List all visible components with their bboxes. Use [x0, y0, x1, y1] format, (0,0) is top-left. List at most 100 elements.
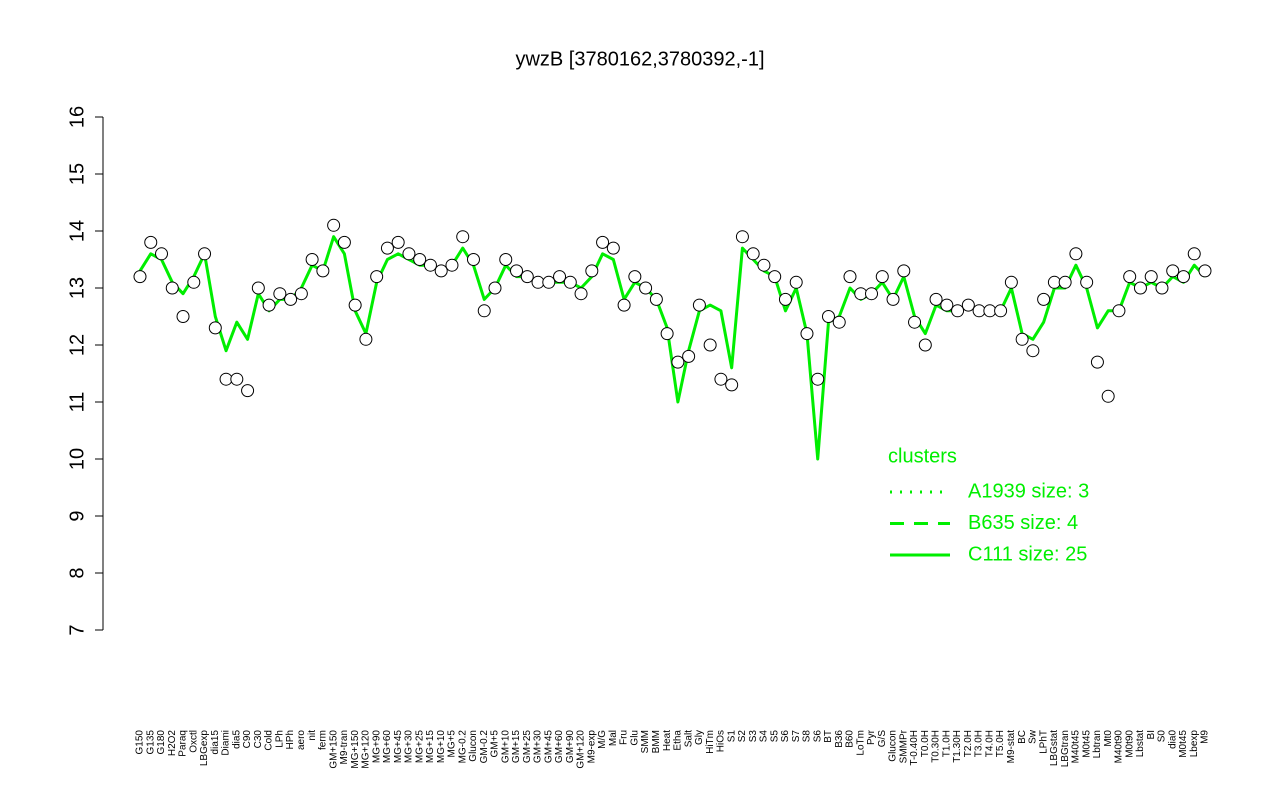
data-point	[423, 258, 437, 272]
data-point	[466, 253, 480, 266]
data-point	[1166, 264, 1180, 278]
data-point	[208, 321, 222, 335]
data-point	[1187, 247, 1201, 261]
data-point	[865, 287, 879, 301]
x-tick-label: Pyr	[866, 729, 877, 745]
x-tick-label: HPh	[285, 730, 296, 749]
data-point	[155, 247, 169, 261]
x-tick-label: Etha	[673, 730, 684, 751]
data-point	[327, 218, 341, 232]
y-tick-label: 11	[66, 392, 88, 413]
data-point	[639, 281, 653, 295]
data-point	[1026, 344, 1040, 358]
x-tick-label: H2O2	[167, 730, 178, 757]
data-point	[951, 304, 965, 318]
x-tick-label: MG+15	[425, 730, 436, 764]
x-tick-label: S5	[769, 730, 780, 743]
x-tick-label: S4	[759, 730, 770, 743]
x-tick-label: ferm	[318, 730, 329, 750]
x-tick-label: MG+45	[393, 730, 404, 764]
data-point	[1069, 247, 1083, 261]
x-tick-label: M9-exp	[586, 730, 597, 764]
data-point	[144, 235, 158, 249]
data-point	[606, 241, 620, 255]
data-point	[316, 264, 330, 278]
data-point	[1058, 275, 1072, 289]
x-tick-label: LBGtran	[1060, 730, 1071, 767]
data-point	[370, 270, 384, 284]
data-point	[918, 338, 932, 352]
x-tick-label: dia5	[231, 730, 242, 749]
legend-title: clusters	[888, 445, 957, 467]
data-point	[821, 310, 835, 323]
data-point	[714, 372, 728, 386]
x-tick-label: LBGstat	[1049, 730, 1060, 766]
data-point	[1080, 275, 1094, 289]
x-tick-label: Glucon	[888, 730, 899, 762]
x-tick-label: B60	[845, 730, 856, 748]
x-tick-label: SMMPr	[898, 729, 909, 763]
x-tick-label: dia15	[210, 730, 221, 755]
data-point	[510, 264, 524, 278]
x-tick-label: Diami	[221, 730, 232, 756]
data-point	[897, 264, 911, 278]
x-tick-label: MG+10	[436, 730, 447, 764]
data-point	[284, 292, 298, 306]
x-tick-label: SMM	[640, 730, 651, 753]
x-tick-label: MG+120	[361, 730, 372, 769]
data-point	[660, 327, 674, 341]
x-tick-label: M9	[1200, 730, 1211, 744]
data-point	[682, 349, 696, 363]
data-point	[1015, 332, 1029, 346]
x-tick-label: MG+25	[414, 730, 425, 764]
data-point	[746, 247, 760, 261]
x-tick-label: S3	[748, 730, 759, 743]
data-point	[628, 270, 642, 284]
x-tick-label: HiTm	[705, 730, 716, 754]
data-point	[456, 230, 470, 244]
data-point	[391, 235, 405, 249]
data-point	[198, 247, 212, 261]
data-point	[940, 298, 954, 312]
x-tick-label: GM+90	[565, 730, 576, 764]
data-point	[133, 270, 147, 284]
y-tick-label: 12	[66, 334, 88, 356]
data-point	[735, 230, 749, 244]
x-tick-label: GM+120	[576, 730, 587, 769]
data-point	[499, 253, 513, 266]
x-tick-label: Lbexp	[1189, 730, 1200, 758]
x-tick-label: S2	[737, 730, 748, 743]
data-point	[1123, 270, 1137, 284]
y-tick-label: 8	[66, 567, 88, 578]
data-point	[553, 270, 567, 284]
x-tick-label: MG+60	[382, 730, 393, 764]
x-tick-label: Glucon	[468, 730, 479, 762]
x-tick-label: G/S	[877, 730, 888, 748]
x-tick-label: M/G	[597, 730, 608, 749]
data-point	[359, 332, 373, 346]
x-tick-label: Cold	[264, 730, 275, 751]
data-point	[789, 275, 803, 289]
x-tick-label: Heat	[662, 730, 673, 751]
x-tick-label: Mal	[608, 730, 619, 746]
y-tick-label: 10	[66, 448, 88, 470]
data-point	[348, 298, 362, 312]
x-tick-label: BMM	[651, 730, 662, 753]
x-tick-label: M40t90	[1114, 730, 1125, 764]
data-point	[187, 275, 201, 289]
data-point	[778, 292, 792, 306]
x-tick-label: HiOs	[716, 730, 727, 752]
data-point	[176, 310, 190, 323]
data-point	[337, 235, 351, 249]
data-point	[273, 287, 287, 301]
data-point	[1144, 270, 1158, 284]
x-tick-label: Sw	[1028, 729, 1039, 744]
x-tick-label: S7	[791, 730, 802, 743]
data-point	[768, 270, 782, 284]
data-point	[1176, 270, 1190, 284]
x-tick-label: GM+150	[328, 730, 339, 769]
x-tick-label: S6	[780, 730, 791, 743]
x-tick-label: T5.0H	[995, 730, 1006, 757]
data-point	[1155, 281, 1169, 295]
